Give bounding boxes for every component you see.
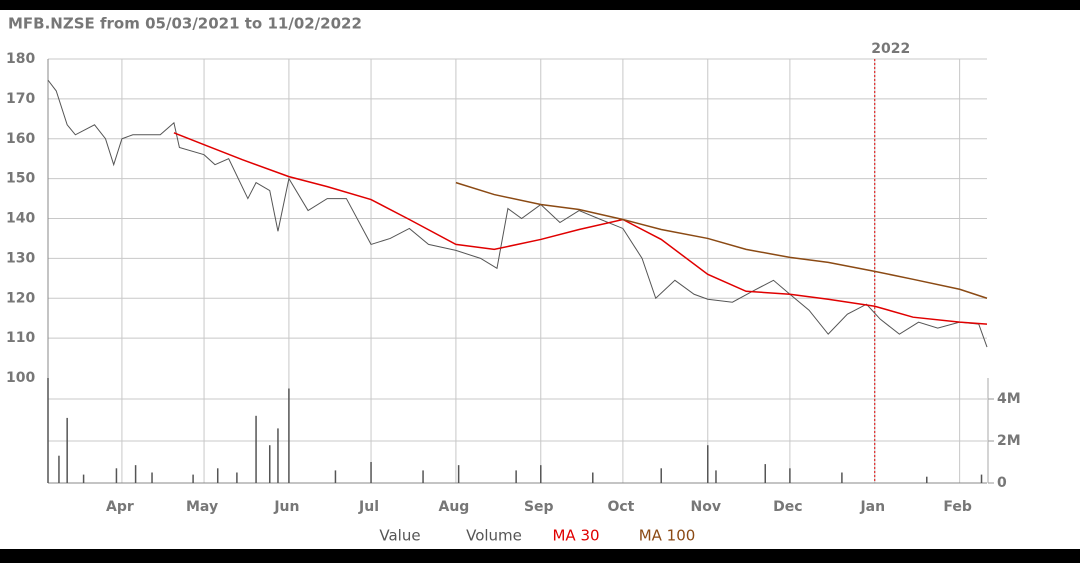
legend-label: MA 30	[552, 527, 599, 545]
y-tick-label: 170	[6, 91, 35, 107]
volume-bar	[277, 428, 279, 483]
volume-bar	[115, 468, 118, 483]
legend-label: Volume	[466, 527, 522, 545]
volume-bar	[841, 472, 843, 483]
volume-bar	[764, 464, 767, 483]
y2-tick-label: 4M	[997, 391, 1021, 407]
y-tick-label: 150	[6, 171, 35, 187]
x-tick-label: Sep	[524, 499, 554, 515]
y-tick-label: 180	[6, 51, 35, 67]
legend-label: Value	[379, 527, 420, 545]
x-tick-label: Jan	[859, 499, 885, 515]
volume-bar	[370, 462, 372, 483]
x-tick-label: Oct	[607, 499, 634, 515]
y2-tick-label: 0	[997, 475, 1007, 491]
volume-bar	[457, 465, 460, 483]
line-series	[47, 79, 988, 348]
volume-bar	[236, 472, 238, 483]
volume-bar	[151, 472, 153, 483]
volume-bar	[715, 470, 717, 483]
volume-bar	[422, 470, 424, 483]
volume-bar	[47, 378, 49, 483]
annotation-label: 2022	[871, 41, 910, 57]
volume-bar	[66, 417, 68, 483]
volume-bar	[980, 474, 983, 483]
x-tick-label: Dec	[773, 499, 802, 515]
background	[0, 10, 1080, 549]
x-tick-label: Nov	[691, 499, 721, 515]
volume-bar	[288, 388, 290, 483]
volume-bar	[592, 472, 594, 483]
y-tick-label: 120	[6, 290, 35, 306]
x-tick-label: Jun	[273, 499, 299, 515]
line-series	[173, 132, 988, 325]
volume-bar	[58, 455, 60, 483]
line-series	[455, 181, 988, 299]
volume-bar	[789, 468, 791, 483]
volume-bar	[216, 468, 219, 483]
x-tick-label: Jul	[358, 499, 379, 515]
volume-bar	[134, 465, 137, 483]
volume-bar	[82, 474, 85, 483]
volume-bar	[268, 445, 271, 483]
volume-bar	[255, 415, 257, 483]
y-tick-label: 100	[6, 370, 35, 386]
volume-bar	[334, 470, 337, 483]
x-tick-label: Apr	[106, 499, 134, 515]
legend-label: MA 100	[639, 527, 696, 545]
y2-tick-label: 2M	[997, 433, 1021, 449]
volume-bar	[540, 465, 542, 483]
volume-bar	[515, 470, 517, 483]
volume-bar	[926, 476, 928, 483]
volume-bar	[707, 445, 709, 483]
x-tick-label: Feb	[943, 499, 972, 515]
volume-bar	[660, 468, 662, 483]
x-tick-label: Aug	[438, 499, 469, 515]
x-tick-label: May	[186, 499, 218, 515]
chart-title: MFB.NZSE from 05/03/2021 to 11/02/2022	[8, 15, 362, 33]
y-tick-label: 130	[6, 250, 35, 266]
y-tick-label: 140	[6, 211, 35, 227]
y-tick-label: 110	[6, 330, 35, 346]
volume-bar	[192, 474, 194, 483]
y-tick-label: 160	[6, 131, 35, 147]
